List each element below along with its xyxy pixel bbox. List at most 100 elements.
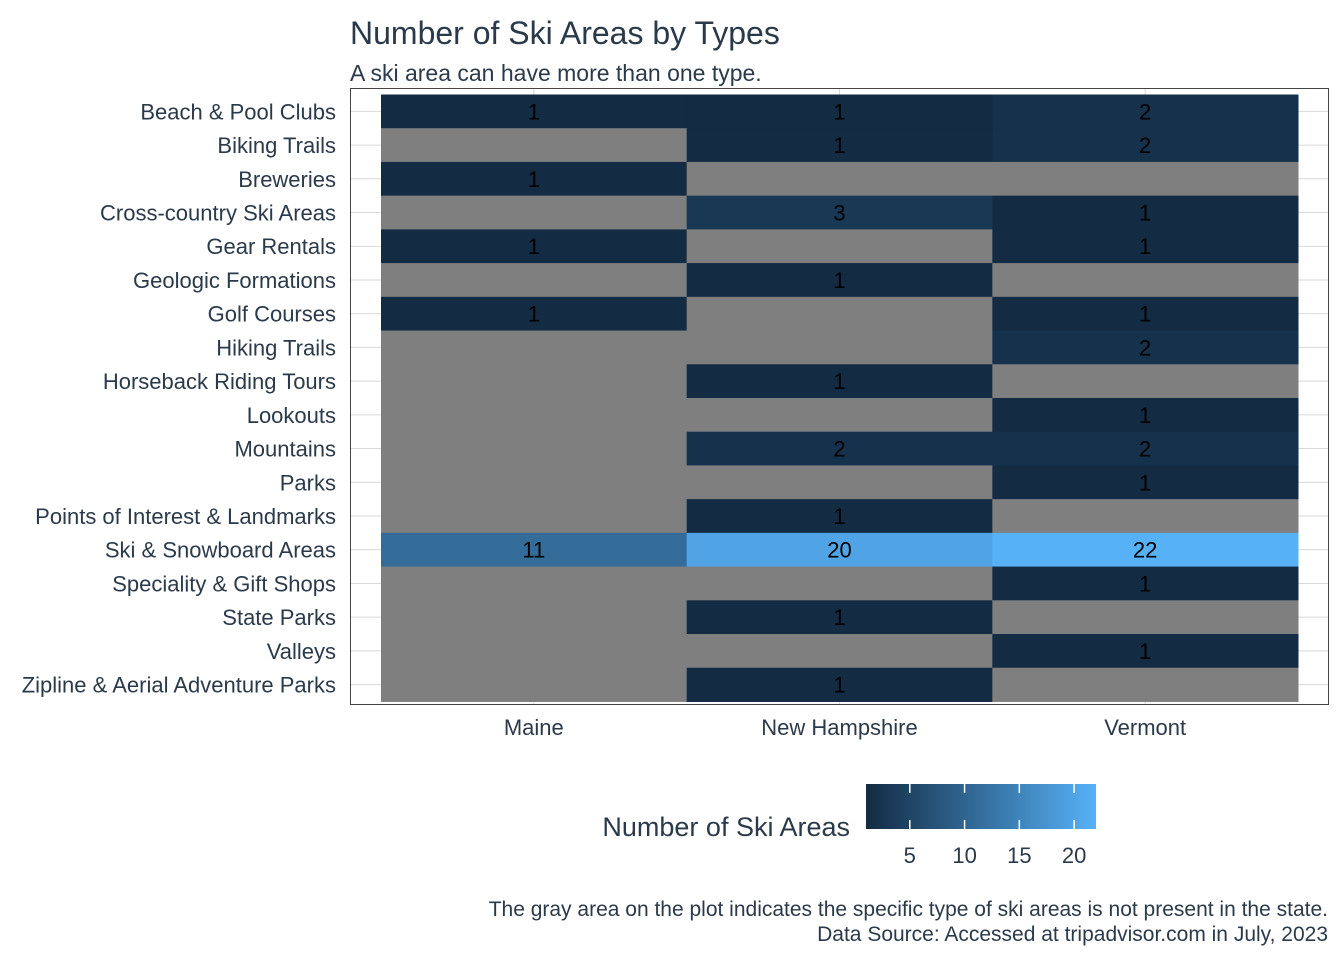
cell-value-label: 22 bbox=[1133, 538, 1157, 563]
caption-source: Data Source: Accessed at tripadvisor.com… bbox=[817, 923, 1328, 946]
caption-note: The gray area on the plot indicates the … bbox=[489, 898, 1328, 921]
cell-value-label: 2 bbox=[1139, 437, 1151, 462]
cell-value-label: 3 bbox=[833, 201, 845, 226]
heatmap-cell bbox=[381, 330, 688, 365]
y-tick-label: Valleys bbox=[267, 639, 336, 664]
heatmap-cell bbox=[686, 532, 993, 568]
y-tick-label: Hiking Trails bbox=[216, 335, 336, 360]
legend-tick-label: 10 bbox=[952, 843, 976, 868]
heatmap-cell bbox=[381, 397, 688, 433]
heatmap-cell bbox=[992, 229, 1299, 264]
heatmap-cell bbox=[381, 667, 688, 702]
x-tick-label: New Hampshire bbox=[761, 715, 918, 740]
cell-value-label: 11 bbox=[522, 538, 545, 563]
y-tick-label: Mountains bbox=[234, 437, 336, 462]
legend-ticks: 5 10 15 20 bbox=[904, 784, 1086, 868]
heatmap-cell bbox=[992, 465, 1299, 500]
cell-value-label: 1 bbox=[833, 673, 845, 698]
heatmap-cell bbox=[686, 397, 993, 433]
y-tick-label: Horseback Riding Tours bbox=[103, 369, 336, 394]
heatmap-cell bbox=[992, 330, 1299, 365]
heatmap-cell bbox=[381, 94, 688, 129]
heatmap-cell bbox=[381, 128, 688, 163]
cell-value-label: 2 bbox=[1139, 133, 1151, 158]
cell-value-label: 1 bbox=[833, 133, 845, 158]
heatmap-cell bbox=[381, 431, 688, 466]
chart-subtitle: A ski area can have more than one type. bbox=[350, 60, 762, 86]
heatmap-cell bbox=[381, 566, 688, 601]
heatmap-cell bbox=[992, 161, 1299, 197]
cell-value-label: 1 bbox=[833, 605, 845, 630]
cell-value-label: 1 bbox=[528, 302, 540, 327]
heatmap-cell bbox=[992, 667, 1299, 702]
cell-value-label: 1 bbox=[528, 234, 540, 259]
heatmap-cell bbox=[381, 634, 688, 669]
legend-title: Number of Ski Areas bbox=[602, 812, 850, 842]
heatmap-cell bbox=[686, 431, 993, 466]
cell-value-label: 1 bbox=[1139, 234, 1151, 259]
heatmap-cells bbox=[381, 94, 1299, 702]
heatmap-cell bbox=[381, 600, 688, 635]
cell-value-label: 1 bbox=[1139, 639, 1151, 664]
x-tick-label: Maine bbox=[504, 715, 564, 740]
heatmap-cell bbox=[992, 600, 1299, 635]
cell-value-label: 1 bbox=[1139, 302, 1151, 327]
cell-value-label: 2 bbox=[833, 437, 845, 462]
cell-value-label: 1 bbox=[1139, 571, 1151, 596]
cell-value-label: 1 bbox=[833, 369, 845, 394]
heatmap-cell bbox=[992, 532, 1299, 568]
cell-value-label: 1 bbox=[528, 99, 540, 124]
heatmap-cell bbox=[686, 465, 993, 500]
cell-value-label: 2 bbox=[1139, 335, 1151, 360]
heatmap-cell bbox=[686, 229, 993, 264]
heatmap-cell bbox=[381, 532, 688, 568]
heatmap-cell bbox=[686, 296, 993, 332]
heatmap-cell bbox=[381, 161, 688, 197]
x-axis-tick-labels: Maine New Hampshire Vermont bbox=[504, 715, 1186, 740]
heatmap-cell bbox=[992, 263, 1299, 298]
cell-value-label: 2 bbox=[1139, 99, 1151, 124]
heatmap-cell bbox=[992, 364, 1299, 399]
heatmap-cell bbox=[992, 499, 1299, 534]
heatmap-cell bbox=[686, 195, 993, 230]
cell-value-label: 1 bbox=[833, 268, 845, 293]
heatmap-cell bbox=[992, 296, 1299, 332]
heatmap-cell bbox=[992, 195, 1299, 230]
heatmap-cell bbox=[686, 128, 993, 163]
heatmap-cell bbox=[686, 499, 993, 534]
y-tick-label: Gear Rentals bbox=[206, 234, 336, 259]
cell-value-label: 1 bbox=[1139, 470, 1151, 495]
heatmap-cell bbox=[381, 465, 688, 500]
heatmap-cell bbox=[992, 397, 1299, 433]
y-tick-label: State Parks bbox=[222, 605, 336, 630]
heatmap-cell bbox=[686, 94, 993, 129]
heatmap-cell bbox=[686, 263, 993, 298]
legend-tick-label: 15 bbox=[1007, 843, 1031, 868]
y-tick-label: Beach & Pool Clubs bbox=[140, 99, 336, 124]
y-tick-label: Points of Interest & Landmarks bbox=[35, 504, 336, 529]
plot-panel-border bbox=[350, 88, 1329, 705]
legend-tick-label: 20 bbox=[1062, 843, 1086, 868]
heatmap-cell bbox=[992, 128, 1299, 163]
heatmap-cell bbox=[381, 364, 688, 399]
chart-title: Number of Ski Areas by Types bbox=[350, 15, 780, 51]
heatmap-cell bbox=[381, 296, 688, 332]
y-tick-label: Lookouts bbox=[247, 403, 336, 428]
y-tick-label: Zipline & Aerial Adventure Parks bbox=[22, 673, 336, 698]
x-tick-label: Vermont bbox=[1104, 715, 1186, 740]
heatmap-cell bbox=[686, 161, 993, 197]
legend-tick-label: 5 bbox=[904, 843, 916, 868]
y-tick-label: Geologic Formations bbox=[133, 268, 336, 293]
y-axis-tick-labels: Beach & Pool Clubs Biking Trails Breweries… bbox=[22, 99, 336, 697]
heatmap-cell bbox=[381, 263, 688, 298]
heatmap-cell bbox=[381, 499, 688, 534]
y-tick-label: Ski & Snowboard Areas bbox=[105, 538, 336, 563]
heatmap-cell bbox=[992, 566, 1299, 601]
cell-value-label: 1 bbox=[1139, 201, 1151, 226]
y-tick-label: Biking Trails bbox=[217, 133, 336, 158]
cell-value-label: 1 bbox=[1139, 403, 1151, 428]
cell-value-label: 1 bbox=[528, 167, 540, 192]
heatmap-cell bbox=[992, 94, 1299, 129]
